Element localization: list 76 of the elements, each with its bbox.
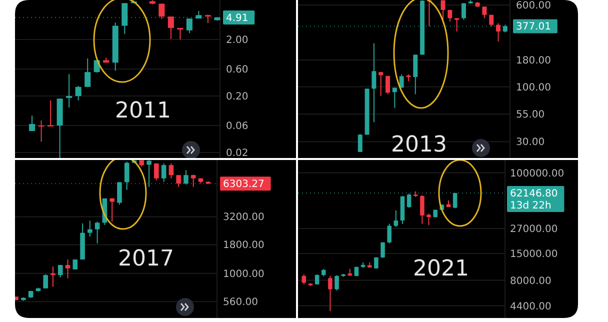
y-tick-label: 4400.00 xyxy=(510,301,552,312)
candlestick xyxy=(452,192,458,209)
candlestick xyxy=(154,162,159,181)
candlestick xyxy=(88,220,92,238)
ref-line-label: 4.91 xyxy=(226,12,248,24)
candlestick xyxy=(43,274,48,289)
candlestick xyxy=(380,242,385,259)
ref-line-label: 377.01 xyxy=(516,22,551,33)
y-tick-label: 1000.00 xyxy=(223,268,264,280)
candlestick xyxy=(328,275,332,312)
y-tick-label: 100.00 xyxy=(516,82,551,94)
candlestick xyxy=(482,6,487,19)
candlestick xyxy=(302,274,306,285)
candlestick xyxy=(426,213,431,226)
y-tick-label: 55.00 xyxy=(516,110,545,121)
candlestick xyxy=(124,161,130,190)
ref-line-label: 62146.80 13d 22h xyxy=(510,188,558,212)
candlestick xyxy=(378,72,384,96)
y-tick-label: 3200.00 xyxy=(223,212,264,224)
candlestick xyxy=(392,87,397,108)
candlestick xyxy=(184,170,188,185)
candlestick xyxy=(190,174,196,188)
y-tick-label: 1800.00 xyxy=(223,240,264,252)
annotation: 2011 xyxy=(115,98,171,124)
candlestick xyxy=(38,120,44,142)
y-tick-label: 27000.00 xyxy=(510,224,558,236)
candlestick xyxy=(122,2,128,35)
candlestick xyxy=(168,16,174,40)
candlestick xyxy=(372,42,376,123)
candlestick xyxy=(314,274,320,285)
candlestick xyxy=(358,134,362,152)
candlestick xyxy=(146,160,152,188)
candlestick xyxy=(58,264,63,278)
candlestick xyxy=(440,0,446,24)
y-tick-label: 15000.00 xyxy=(510,249,558,260)
y-tick-label: 180.00 xyxy=(516,55,551,66)
candlestick xyxy=(161,162,166,182)
candlestick xyxy=(84,58,91,88)
y-tick-label: 2.00 xyxy=(226,35,248,46)
candlestick xyxy=(186,18,192,34)
y-tick-label: 600.00 xyxy=(516,0,551,12)
y-tick-label: 0.02 xyxy=(226,148,248,160)
candlestick xyxy=(158,3,165,20)
candlestick xyxy=(110,197,114,222)
candlestick xyxy=(29,115,36,132)
candlestick xyxy=(75,86,82,101)
candlestick xyxy=(48,100,54,127)
candlestick xyxy=(413,54,418,95)
candlestick xyxy=(394,210,398,228)
candlestick xyxy=(66,74,72,108)
y-tick-label: 100000.00 xyxy=(510,168,564,180)
candlestick xyxy=(387,223,392,244)
annotation: 2017 xyxy=(118,246,174,272)
candlestick xyxy=(386,75,390,95)
candlestick xyxy=(461,2,466,20)
candlestick xyxy=(94,221,100,244)
candlestick xyxy=(454,18,460,32)
y-tick-label: 30.00 xyxy=(516,137,545,148)
candlestick xyxy=(420,194,424,224)
candlestick xyxy=(496,22,501,42)
y-tick-label: 0.60 xyxy=(226,64,248,76)
candlestick xyxy=(168,162,174,179)
y-tick-label: 0.20 xyxy=(226,92,248,103)
annotation: 2021 xyxy=(413,256,469,282)
candlestick xyxy=(176,174,181,188)
candlestick xyxy=(117,182,122,206)
annotation: 2013 xyxy=(391,132,447,158)
y-tick-label: 560.00 xyxy=(223,297,258,308)
candlestick xyxy=(406,193,412,208)
y-tick-label: 8000.00 xyxy=(510,276,552,287)
candlestick xyxy=(334,274,339,291)
candlestick xyxy=(65,258,70,279)
candlestick xyxy=(399,74,404,88)
candlestick xyxy=(50,266,56,288)
ref-line-label: 6303.27 xyxy=(223,179,264,190)
y-tick-label: 0.06 xyxy=(226,121,248,132)
